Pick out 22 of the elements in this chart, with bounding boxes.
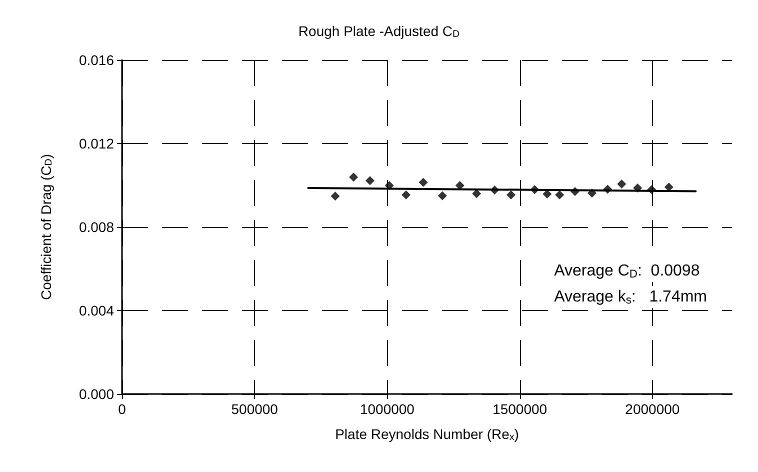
point — [542, 190, 552, 199]
x-tick-label: 2000000 — [625, 401, 680, 417]
point — [330, 192, 340, 201]
x-tick-label: 1000000 — [360, 401, 415, 417]
y-tick-label: 0.004 — [78, 302, 114, 318]
x-tick-label: 1500000 — [492, 401, 548, 417]
point — [438, 191, 447, 200]
point — [349, 172, 358, 182]
y-tick-label: 0.016 — [78, 52, 114, 68]
point — [418, 178, 428, 187]
y-tick-label: 0.000 — [78, 386, 114, 402]
point — [365, 176, 374, 186]
y-tick-label: 0.012 — [78, 136, 114, 152]
point — [555, 190, 564, 200]
point — [402, 190, 411, 200]
x-tick-label: 500000 — [231, 401, 278, 417]
point — [472, 189, 482, 198]
point — [506, 190, 516, 200]
y-tick-label: 0.008 — [78, 219, 114, 235]
x-tick-label: 0 — [118, 401, 126, 417]
point — [617, 179, 626, 188]
y-axis-title: Coefficient of Drag (CD) — [38, 154, 54, 300]
